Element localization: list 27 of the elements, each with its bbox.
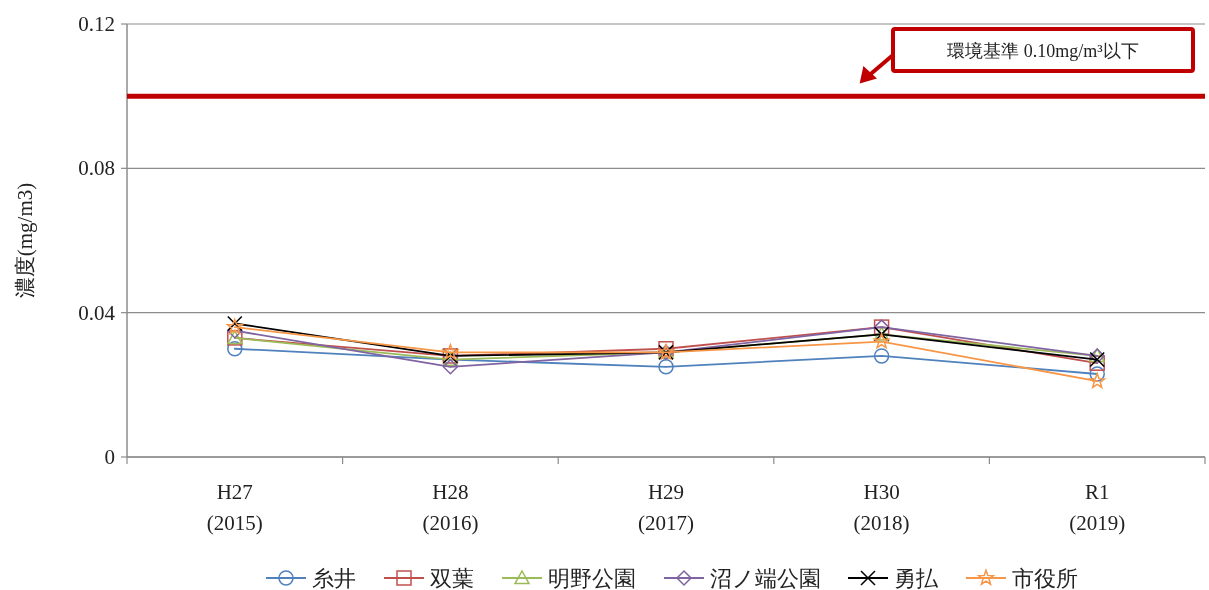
legend-label: 双葉 bbox=[430, 566, 474, 590]
legend-label: 糸井 bbox=[312, 566, 356, 590]
x-tick-label: H29 (2017) bbox=[638, 480, 694, 535]
y-tick-label: 0.08 bbox=[78, 156, 115, 181]
y-tick-label: 0.12 bbox=[78, 12, 115, 36]
legend-label: 勇払 bbox=[894, 566, 939, 590]
point bbox=[873, 348, 890, 364]
point bbox=[227, 341, 243, 357]
point bbox=[658, 359, 674, 375]
legend-label: 沼ノ端公園 bbox=[710, 566, 821, 590]
legend-label: 明野公園 bbox=[548, 566, 636, 590]
x-tick-label: H28 (2016) bbox=[422, 480, 479, 535]
x-tick-label: H30 (2018) bbox=[853, 480, 910, 535]
point bbox=[442, 359, 459, 375]
ref-line-label: 環境基準 0.10mg/m³以下 bbox=[947, 41, 1139, 61]
x-tick-label: H27 (2015) bbox=[206, 480, 263, 535]
point bbox=[1089, 366, 1105, 382]
y-axis-title: 濃度(mg/m3) bbox=[13, 182, 37, 299]
point bbox=[442, 343, 459, 360]
y-tick-label: 0.04 bbox=[78, 300, 116, 325]
x-tick-label: R1 (2019) bbox=[1069, 480, 1126, 535]
legend-label: 市役所 bbox=[1012, 566, 1078, 590]
y-tick-label: 0 bbox=[104, 445, 115, 469]
point bbox=[1089, 372, 1106, 389]
point bbox=[873, 333, 890, 349]
point bbox=[1089, 351, 1105, 368]
point bbox=[1089, 355, 1105, 371]
